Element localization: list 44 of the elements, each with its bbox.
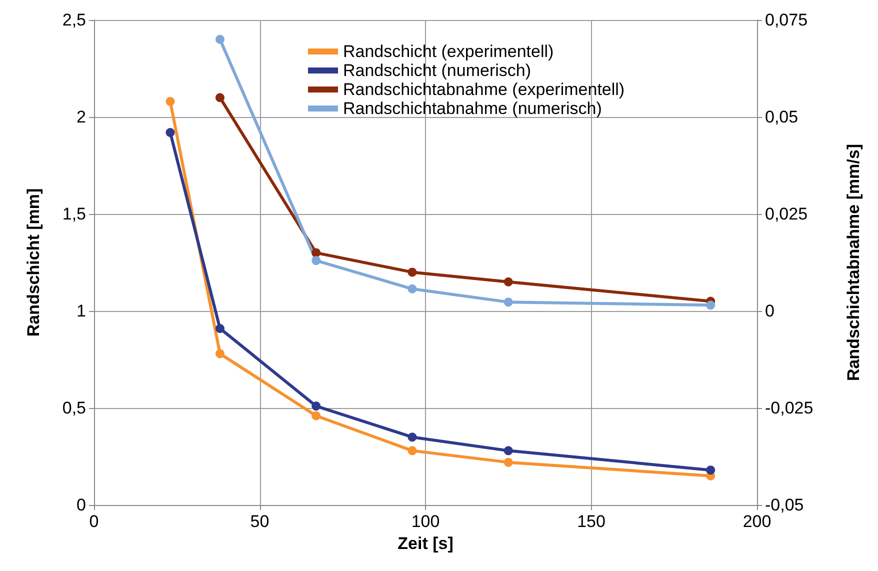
point bbox=[504, 277, 513, 286]
point bbox=[215, 93, 224, 102]
legend-label: Randschichtabnahme (experimentell) bbox=[343, 80, 625, 99]
point bbox=[215, 34, 224, 44]
y2-tick-label: -0,025 bbox=[765, 398, 814, 418]
x-tick-label: 150 bbox=[577, 512, 606, 531]
x-tick-label: 100 bbox=[411, 512, 440, 531]
point bbox=[312, 256, 321, 266]
point bbox=[408, 432, 417, 442]
y-tick-label: 2,5 bbox=[62, 10, 86, 30]
y-axis-title: Randschicht [mm] bbox=[24, 188, 43, 337]
point bbox=[215, 349, 224, 358]
point bbox=[166, 128, 175, 138]
legend-label: Randschichtabnahme (numerisch) bbox=[343, 99, 602, 118]
point bbox=[312, 402, 321, 411]
point bbox=[504, 298, 513, 307]
y2-tick-label: 0 bbox=[765, 302, 774, 320]
y-tick-label: 1,5 bbox=[62, 204, 86, 224]
point bbox=[706, 466, 716, 475]
y2-tick-label: 0,075 bbox=[765, 10, 808, 30]
point bbox=[408, 284, 417, 294]
y2-tick-label: -0,05 bbox=[765, 496, 804, 514]
y-tick-label: 1 bbox=[76, 302, 86, 320]
point bbox=[408, 446, 417, 456]
point bbox=[504, 446, 513, 456]
y2-tick-label: 0,025 bbox=[765, 204, 808, 224]
point bbox=[166, 96, 175, 106]
legend-label: Randschicht (numerisch) bbox=[343, 61, 532, 80]
x-tick-label: 200 bbox=[742, 512, 772, 531]
point bbox=[312, 411, 321, 420]
x-tick-label: 50 bbox=[250, 512, 270, 531]
point bbox=[504, 458, 513, 467]
y-tick-label: 0,5 bbox=[62, 398, 86, 418]
legend-label: Randschicht (experimentell) bbox=[343, 42, 554, 61]
y-tick-label: 0 bbox=[76, 496, 86, 514]
x-tick-label: 0 bbox=[89, 512, 99, 531]
y2-axis-title: Randschichtabnahme [mm/s] bbox=[844, 144, 863, 382]
point bbox=[312, 248, 321, 258]
x-axis-title: Zeit [s] bbox=[398, 534, 454, 553]
y-tick-label: 2 bbox=[76, 108, 86, 126]
point bbox=[408, 268, 417, 277]
y2-tick-label: 0,05 bbox=[765, 108, 798, 126]
point bbox=[706, 300, 716, 310]
point bbox=[215, 324, 224, 333]
